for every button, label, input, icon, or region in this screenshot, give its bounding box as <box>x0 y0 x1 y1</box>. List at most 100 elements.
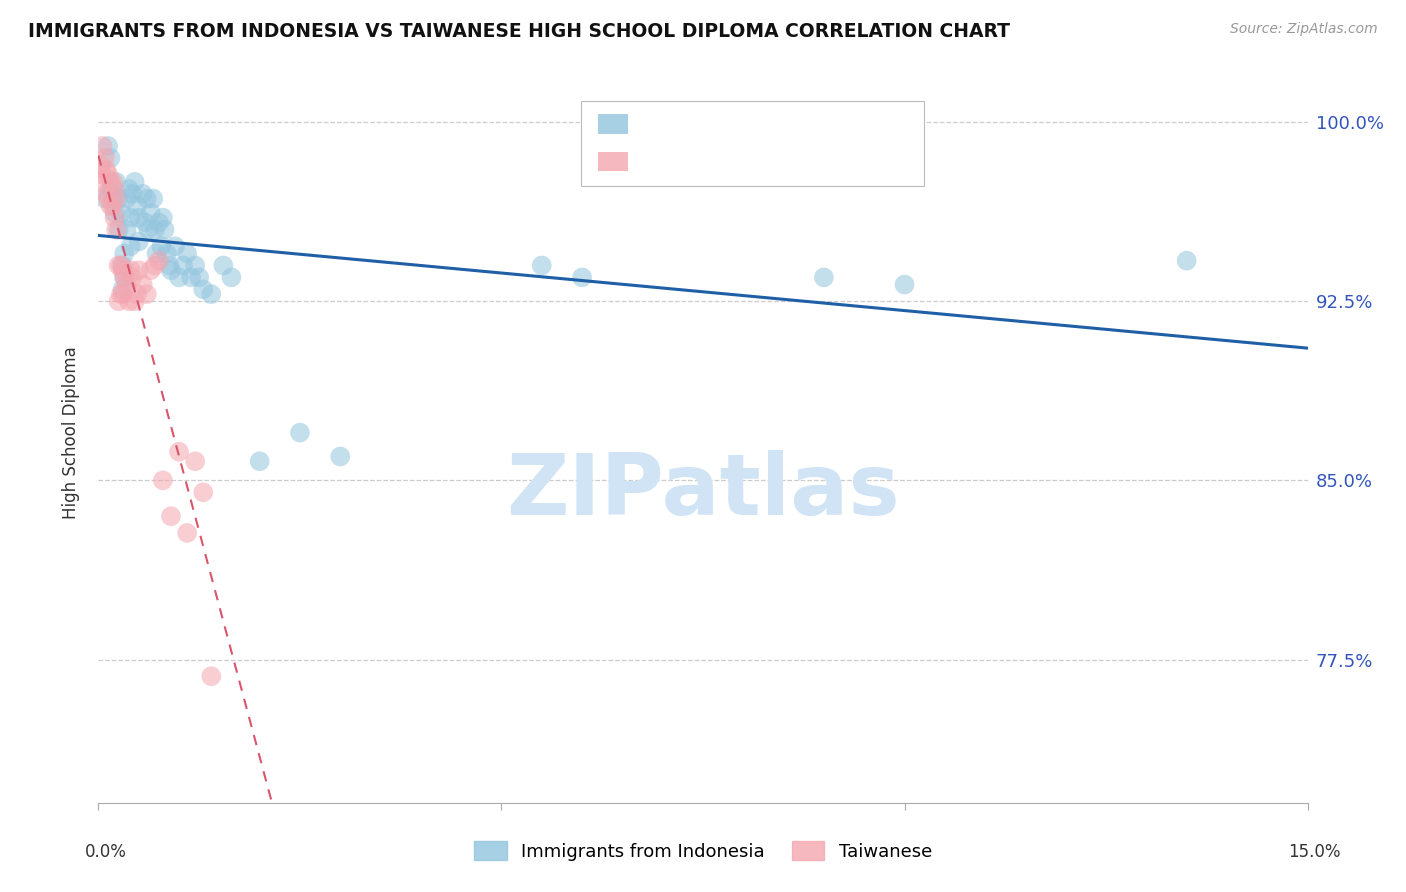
Point <box>135 287 157 301</box>
Point <box>94 192 117 206</box>
Point <box>128 211 150 225</box>
Point <box>157 259 180 273</box>
Point <box>120 263 142 277</box>
Text: N =: N = <box>770 153 818 170</box>
Point <box>134 215 156 229</box>
Point <box>200 669 222 683</box>
Point <box>105 175 128 189</box>
Y-axis label: High School Diploma: High School Diploma <box>62 346 80 519</box>
Point <box>139 263 162 277</box>
Point <box>107 222 129 236</box>
Point <box>110 259 132 273</box>
Text: ZIPatlas: ZIPatlas <box>506 450 900 533</box>
Point <box>101 199 124 213</box>
Point <box>180 270 202 285</box>
Point <box>103 182 125 196</box>
Point <box>112 246 135 260</box>
Point <box>288 425 311 440</box>
Text: 0.113: 0.113 <box>679 115 742 133</box>
Point <box>160 263 183 277</box>
Text: N =: N = <box>770 115 818 133</box>
Point <box>91 168 114 182</box>
Point <box>107 294 129 309</box>
Point <box>893 277 915 292</box>
Point <box>120 211 142 225</box>
Point <box>96 162 118 177</box>
Point <box>111 263 134 277</box>
Point <box>103 206 125 220</box>
Point <box>100 199 122 213</box>
Point <box>1175 253 1198 268</box>
Point <box>193 282 215 296</box>
Point <box>132 186 155 201</box>
Point <box>110 206 132 220</box>
Point <box>124 175 146 189</box>
Point <box>176 525 198 540</box>
Point <box>184 454 207 468</box>
Point <box>100 182 122 196</box>
Point <box>152 211 174 225</box>
Point <box>145 246 167 260</box>
Point <box>176 246 198 260</box>
Point <box>105 222 128 236</box>
Point <box>530 259 553 273</box>
Point <box>105 192 128 206</box>
Point <box>115 277 138 292</box>
Point <box>101 175 124 189</box>
Point <box>111 282 134 296</box>
Point <box>103 211 125 225</box>
Point <box>97 168 120 182</box>
Point <box>121 270 143 285</box>
Point <box>128 235 150 249</box>
Point <box>101 192 124 206</box>
Point <box>91 139 114 153</box>
Point <box>143 259 166 273</box>
Point <box>128 263 150 277</box>
Text: 0.0%: 0.0% <box>84 843 127 861</box>
Point <box>112 270 135 285</box>
Point <box>188 270 211 285</box>
Text: 43: 43 <box>831 153 856 170</box>
Legend: Immigrants from Indonesia, Taiwanese: Immigrants from Indonesia, Taiwanese <box>467 834 939 868</box>
Point <box>100 151 122 165</box>
Point <box>148 253 170 268</box>
Point <box>90 175 112 189</box>
Point <box>115 192 138 206</box>
Point <box>156 246 179 260</box>
Point <box>150 239 173 253</box>
Point <box>97 139 120 153</box>
Point <box>127 199 149 213</box>
Point <box>167 444 190 458</box>
Point <box>813 270 835 285</box>
Point <box>112 270 135 285</box>
Point <box>90 158 112 172</box>
Point <box>329 450 352 464</box>
Point <box>200 287 222 301</box>
Point <box>143 222 166 236</box>
Point <box>118 182 141 196</box>
Point <box>221 270 243 285</box>
Point <box>152 474 174 488</box>
Point <box>111 287 134 301</box>
Point <box>212 259 235 273</box>
Text: Source: ZipAtlas.com: Source: ZipAtlas.com <box>1230 22 1378 37</box>
Point <box>571 270 593 285</box>
Point <box>139 206 162 220</box>
Point <box>124 294 146 309</box>
Point <box>97 192 120 206</box>
Point <box>142 192 165 206</box>
Point <box>107 192 129 206</box>
Point <box>160 509 183 524</box>
Text: 58: 58 <box>831 115 856 133</box>
Point <box>94 151 117 165</box>
Point <box>121 186 143 201</box>
Point <box>100 175 122 189</box>
Text: R =: R = <box>637 153 673 170</box>
Point <box>153 222 176 236</box>
Point <box>127 287 149 301</box>
Text: R =: R = <box>637 115 673 133</box>
Point <box>107 259 129 273</box>
Point <box>148 215 170 229</box>
Point <box>115 222 138 236</box>
Point <box>132 277 155 292</box>
